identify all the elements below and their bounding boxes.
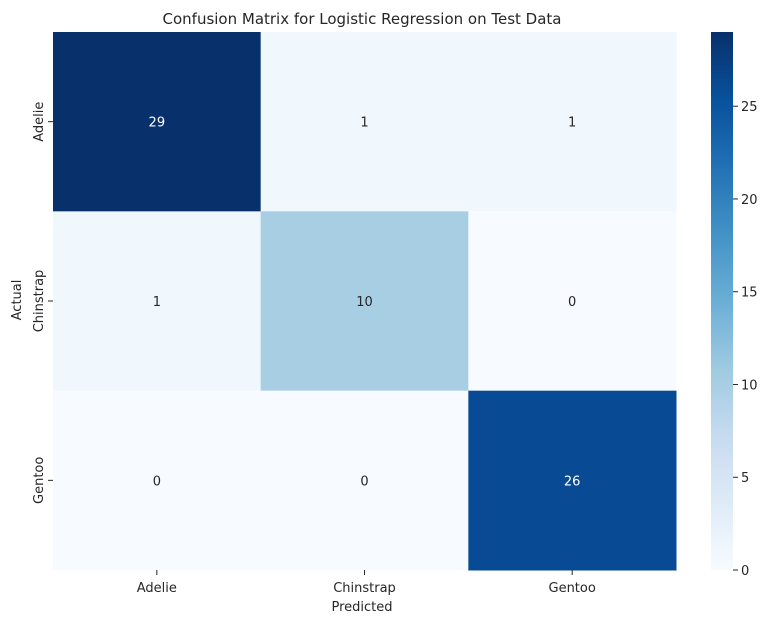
- colorbar-axis: 0 5 10 15 20 25: [733, 100, 758, 579]
- heatmap-grid: 29 1 1 1 10 0 0 0 26: [53, 32, 677, 571]
- cell-value-label: 0: [568, 295, 576, 310]
- cell-value-label: 26: [564, 474, 581, 489]
- x-axis-label: Predicted: [331, 600, 392, 615]
- y-tick-label: Adelie: [32, 102, 47, 142]
- cell-value-label: 1: [153, 295, 161, 310]
- heatmap-cell: [53, 32, 262, 212]
- heatmap-cell: [468, 32, 677, 212]
- chart-title: Confusion Matrix for Logistic Regression…: [163, 10, 562, 28]
- cell-value-label: 10: [356, 295, 373, 310]
- cell-value-label: 29: [149, 116, 166, 131]
- x-tick-label: Chinstrap: [333, 581, 396, 596]
- x-tick-label: Gentoo: [549, 581, 596, 596]
- y-tick-label: Gentoo: [32, 457, 47, 504]
- heatmap-cell: [260, 390, 469, 571]
- heatmap-cell: [260, 32, 469, 212]
- y-axis-label: Actual: [10, 280, 25, 321]
- heatmap-cell: [53, 390, 262, 571]
- cell-value-label: 0: [153, 474, 161, 489]
- colorbar: [711, 32, 733, 570]
- colorbar-tick-label: 10: [741, 378, 758, 393]
- y-axis: Adelie Chinstrap Gentoo: [32, 102, 53, 504]
- heatmap-cell: [468, 211, 677, 392]
- heatmap-cell: [53, 211, 262, 392]
- cell-value-label: 1: [360, 116, 368, 131]
- heatmap-cell: [468, 390, 677, 571]
- x-axis: Adelie Chinstrap Gentoo: [137, 570, 596, 596]
- colorbar-tick-label: 20: [741, 193, 758, 208]
- colorbar-tick-label: 5: [741, 471, 749, 486]
- colorbar-tick-label: 0: [741, 564, 749, 579]
- cell-value-label: 0: [360, 474, 368, 489]
- x-tick-label: Adelie: [137, 581, 177, 596]
- heatmap-cell: [260, 211, 469, 392]
- cell-value-label: 1: [568, 116, 576, 131]
- colorbar-tick-label: 15: [741, 286, 758, 301]
- y-tick-label: Chinstrap: [32, 270, 47, 333]
- colorbar-tick-label: 25: [741, 100, 758, 115]
